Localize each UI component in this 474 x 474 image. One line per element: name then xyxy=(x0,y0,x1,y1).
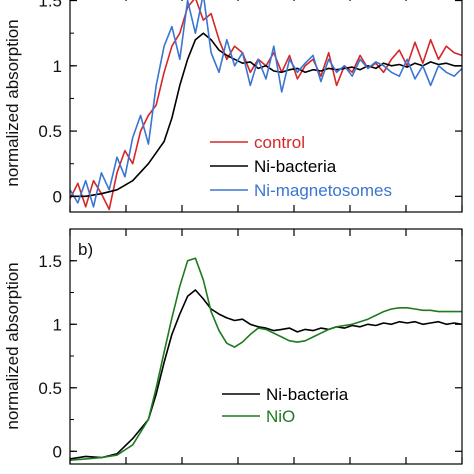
panel-1: 0 0.5 1 1.5 normalized absorption control Ni-b… xyxy=(3,0,463,213)
legend-label: Ni-bacteria xyxy=(266,385,349,404)
y-tick-label: 1.5 xyxy=(38,252,62,271)
y-tick-label: 1.5 xyxy=(38,0,62,11)
series-line-ni-bacteria xyxy=(70,289,462,460)
y-tick-label: 0.5 xyxy=(38,122,62,141)
y-axis-title: normalized absorption xyxy=(3,262,22,429)
series-line-ni-magnetosomes xyxy=(70,0,462,208)
y-tick-label: 1 xyxy=(53,57,62,76)
y-tick-label: 0 xyxy=(53,187,62,206)
y-tick-label: 1 xyxy=(53,315,62,334)
panel-2: 0 0.5 1 1.5 normalized absorption b) Ni-bacter… xyxy=(3,228,463,465)
y-tick-label: 0 xyxy=(53,442,62,461)
legend-label: control xyxy=(254,133,305,152)
series-line-control xyxy=(70,0,462,211)
y-tick-label: 0.5 xyxy=(38,379,62,398)
legend-label: Ni-bacteria xyxy=(254,157,337,176)
series-line-nio xyxy=(70,257,462,461)
panel-label: b) xyxy=(78,240,93,259)
plot-frame xyxy=(69,228,463,465)
y-axis-title: normalized absorption xyxy=(3,19,22,186)
legend-label: NiO xyxy=(266,407,295,426)
legend-label: Ni-magnetosomes xyxy=(254,181,392,200)
plot-frame xyxy=(69,0,463,213)
